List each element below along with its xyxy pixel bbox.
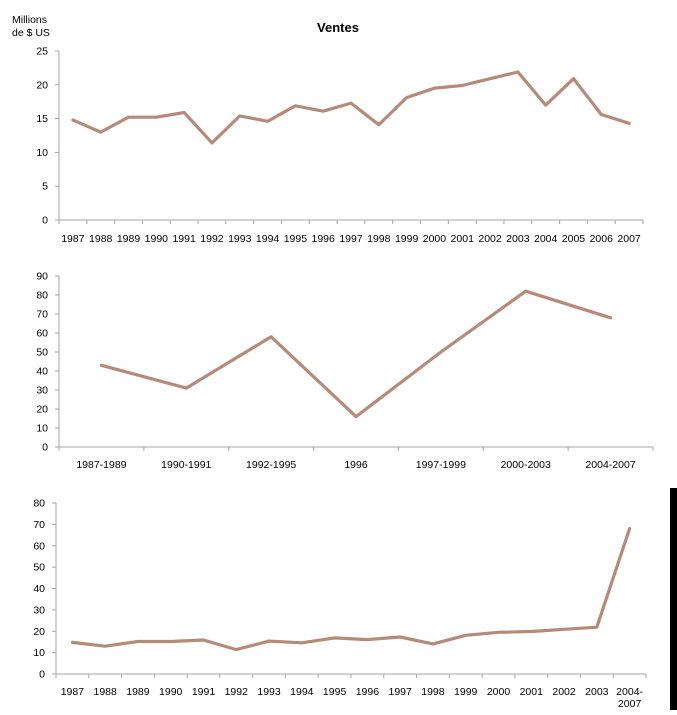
- y-tick-label: 0: [42, 442, 48, 454]
- x-tick-label: 1987-1989: [76, 459, 126, 471]
- edge-bar: [670, 488, 677, 710]
- x-tick-label: 1994: [256, 233, 280, 245]
- y-tick-label: 0: [42, 215, 48, 227]
- x-tick-label: 1997: [339, 233, 363, 245]
- y-tick-label: 70: [33, 519, 45, 531]
- x-tick-label: 1991: [192, 686, 216, 698]
- x-tick-label: 2002: [478, 233, 502, 245]
- x-tick-label: 1988: [89, 233, 113, 245]
- x-tick-label: 1989: [126, 686, 150, 698]
- y-tick-label: 20: [36, 404, 48, 416]
- chart-panel-periods: 0 10 20 30 40 50 60 70 80 90 1987-1989 1990-1991 199…: [36, 271, 654, 471]
- chart-title: Ventes: [317, 20, 359, 35]
- x-tick-label: 1997: [388, 686, 412, 698]
- y-tick-label: 20: [33, 626, 45, 638]
- x-tick-label: 2007: [617, 233, 641, 245]
- series-line: [71, 70, 631, 145]
- x-tick-label: 2002: [552, 686, 576, 698]
- x-tick-label: 1994: [290, 686, 314, 698]
- chart-panel-annual: 0 5 10 15 20 25 1987 1988 1989 1990 1991 1992 1993 19…: [36, 46, 644, 245]
- y-tick-label: 10: [33, 647, 45, 659]
- x-tick-label: 1992: [225, 686, 249, 698]
- y-tick-label: 70: [36, 309, 48, 321]
- x-tick-label: 1990-1991: [161, 459, 211, 471]
- x-tick-label: 1997-1999: [416, 459, 466, 471]
- series-line: [99, 289, 613, 419]
- x-tick-label: 1990: [159, 686, 183, 698]
- y-tick-label: 0: [39, 669, 45, 681]
- y-tick-label: 10: [36, 423, 48, 435]
- x-tick-label: 1996: [356, 686, 380, 698]
- x-tick-label: 1992-1995: [246, 459, 296, 471]
- y-tick-label: 20: [36, 79, 48, 91]
- y-tick-label: 50: [33, 562, 45, 574]
- x-tick-label: 1992: [200, 233, 224, 245]
- y-tick-label: 5: [42, 181, 48, 193]
- y-tick-label: 80: [33, 498, 45, 510]
- x-tick-label: 2001: [520, 686, 544, 698]
- y-tick-label: 25: [36, 46, 48, 58]
- y-tick-label: 30: [36, 385, 48, 397]
- x-tick-label: 2000: [487, 686, 511, 698]
- x-tick-label: 1991: [172, 233, 196, 245]
- x-tick-label: 1995: [284, 233, 308, 245]
- x-tick-label: 2000: [423, 233, 447, 245]
- y-unit-label: Millions de $ US: [12, 14, 50, 39]
- x-tick-label: 1996: [344, 459, 368, 471]
- x-tick-label: 2004-2007: [616, 686, 643, 710]
- x-tick-label: 1999: [454, 686, 478, 698]
- x-tick-label: 2003: [585, 686, 609, 698]
- x-tick-label: 1995: [323, 686, 347, 698]
- x-tick-label: 1990: [145, 233, 169, 245]
- x-tick-label: 1987: [61, 686, 85, 698]
- y-tick-label: 40: [36, 366, 48, 378]
- y-tick-label: 60: [36, 328, 48, 340]
- x-tick-label: 1987: [61, 233, 85, 245]
- y-tick-label: 30: [33, 604, 45, 616]
- y-tick-label: 15: [36, 113, 48, 125]
- x-tick-label: 1988: [93, 686, 117, 698]
- y-tick-label: 50: [36, 347, 48, 359]
- y-tick-label: 60: [33, 540, 45, 552]
- chart-panel-annual-plus-period: 0 10 20 30 40 50 60 70 80 1987 1988 1989 1990 1991 199…: [33, 498, 647, 710]
- x-tick-label: 2004: [534, 233, 558, 245]
- x-tick-label: 1993: [228, 233, 252, 245]
- y-tick-label: 90: [36, 271, 48, 283]
- x-tick-label: 2006: [590, 233, 614, 245]
- x-tick-label: 2001: [451, 233, 475, 245]
- y-tick-label: 80: [36, 290, 48, 302]
- x-tick-label: 1998: [367, 233, 391, 245]
- x-tick-label: 2003: [506, 233, 530, 245]
- x-tick-label: 1989: [117, 233, 141, 245]
- x-tick-label: 2000-2003: [501, 459, 551, 471]
- y-tick-label: 40: [33, 583, 45, 595]
- x-tick-label: 2004-2007: [585, 459, 635, 471]
- y-tick-label: 10: [36, 147, 48, 159]
- x-tick-label: 2005: [562, 233, 586, 245]
- series-line: [70, 526, 632, 652]
- x-tick-label: 1996: [312, 233, 336, 245]
- x-tick-label: 1999: [395, 233, 419, 245]
- x-tick-label: 1998: [421, 686, 445, 698]
- x-tick-label: 1993: [257, 686, 281, 698]
